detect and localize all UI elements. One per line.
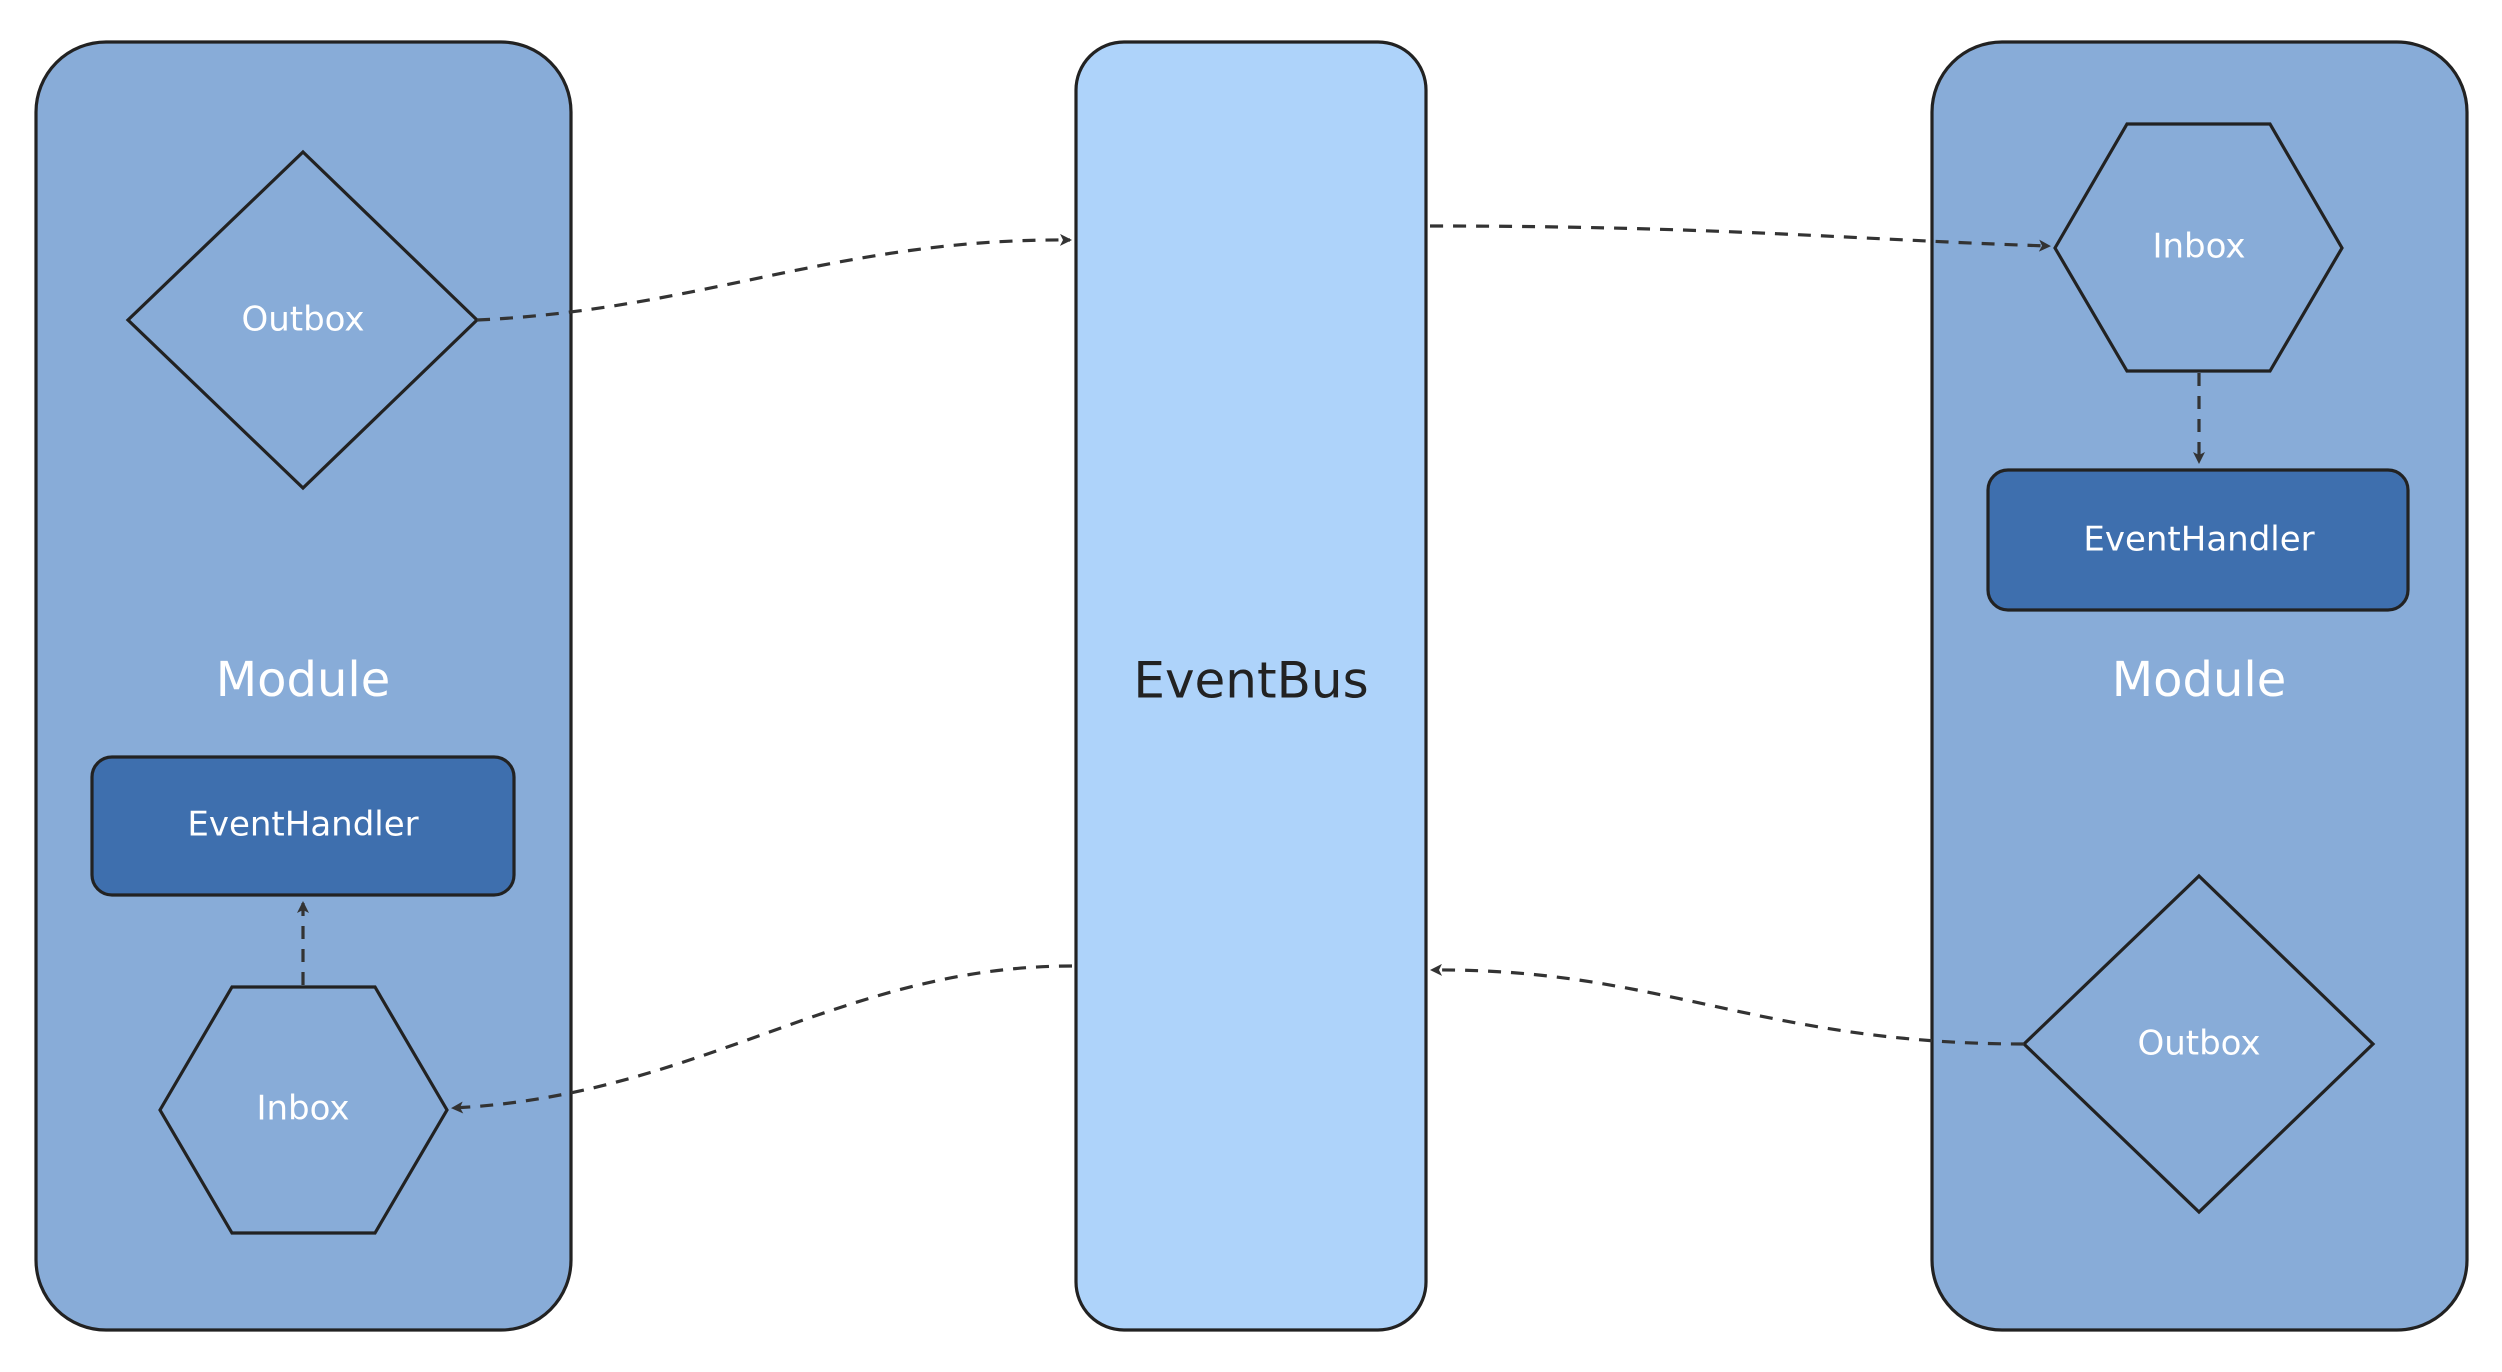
left-event-handler-label: EventHandler — [187, 805, 418, 845]
left-module-label: Module — [216, 652, 391, 708]
event-bus-container — [1074, 40, 1428, 1332]
left-outbox-diamond — [125, 149, 480, 491]
connector-bus-to-left-inbox — [451, 964, 1073, 1114]
right-outbox-label: Outbox — [2137, 1024, 2260, 1064]
right-outbox-diamond — [2021, 873, 2376, 1215]
connector-bus-to-right-inbox — [1429, 224, 2051, 252]
left-inbox-label: Inbox — [256, 1089, 349, 1129]
connector-left-outbox-to-bus — [476, 233, 1072, 322]
left-outbox-label: Outbox — [241, 300, 364, 340]
event-bus-label: EventBus — [1133, 652, 1368, 710]
right-event-handler-label: EventHandler — [2083, 520, 2314, 560]
right-event-handler-box — [1986, 468, 2410, 612]
left-inbox-hexagon — [158, 985, 449, 1235]
right-inbox-label: Inbox — [2152, 227, 2245, 267]
connector-right-outbox-to-bus — [1430, 963, 2025, 1046]
left-module-container — [34, 40, 573, 1332]
right-module-label: Module — [2112, 652, 2287, 708]
right-inbox-hexagon — [2053, 122, 2344, 373]
left-event-handler-box — [90, 755, 516, 897]
